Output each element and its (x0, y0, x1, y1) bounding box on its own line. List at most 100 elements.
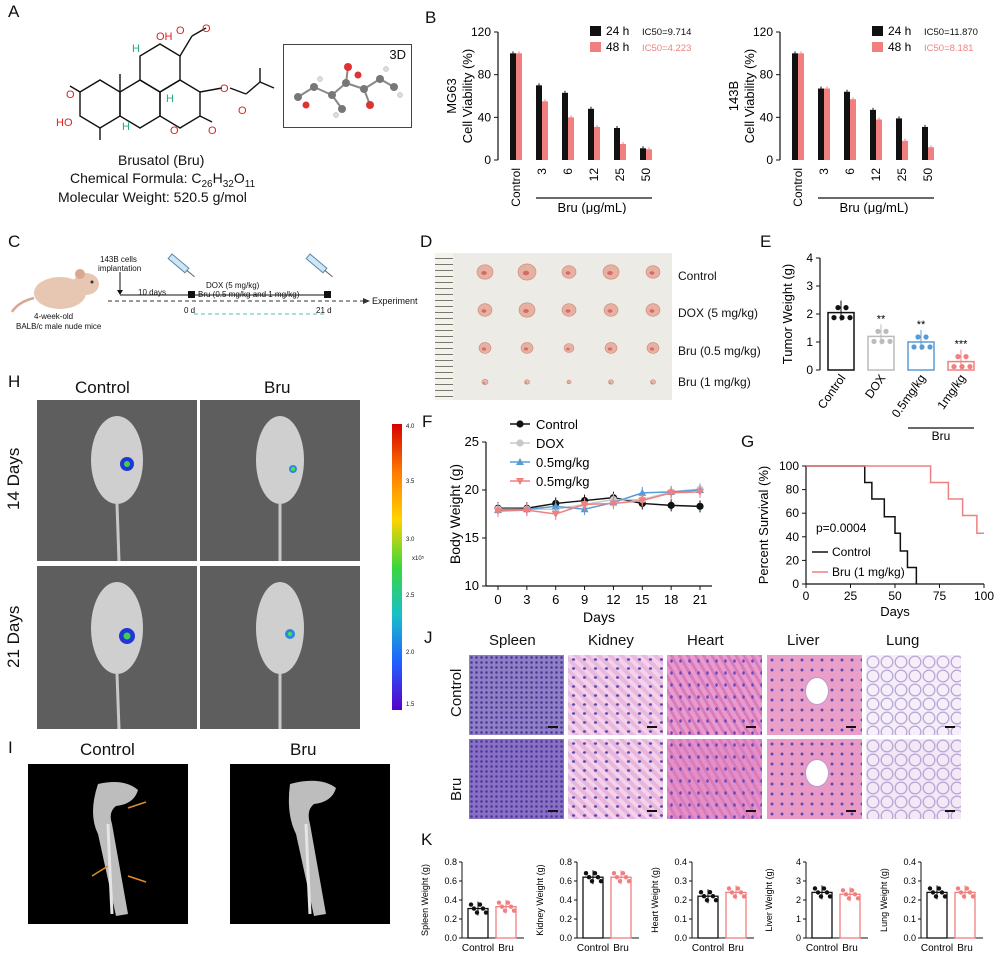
y-tick-label: 0.8 (559, 857, 572, 867)
data-point (729, 890, 735, 895)
bar-24h-3 (536, 85, 542, 160)
tumor-specimen (481, 379, 489, 386)
x-tick-label: Control (692, 943, 724, 954)
data-point (704, 898, 710, 903)
y-axis-label: Tumor Weight (g) (780, 264, 795, 364)
x-tick-label: Control (509, 168, 523, 207)
schematic-mice1: 4-week-old (34, 312, 74, 321)
legend-ic50: IC50=4.223 (642, 43, 691, 54)
data-point (598, 879, 604, 884)
schematic-0d: 0 d (184, 306, 196, 315)
y-tick-label: 20 (465, 482, 479, 497)
data-point (477, 902, 483, 907)
x-tick-label: DOX (862, 372, 888, 401)
bar-24h-25 (614, 128, 620, 160)
bar-48h-3 (542, 101, 548, 160)
chart-143b-viability: 0 40 80 120 143B Cell Viability (%) Control 3 6 1… (726, 24, 978, 214)
schematic-bru: Bru (0.5 mg/kg and 1 mg/kg) (198, 290, 300, 299)
data-point (698, 890, 704, 895)
y-tick-label: 4 (806, 251, 813, 265)
data-point (595, 875, 601, 880)
tumor-blood-spot (607, 271, 613, 275)
atom-o-carbonyl: O (238, 105, 247, 117)
scale-40: 4.0 (406, 424, 415, 430)
data-point (474, 910, 480, 915)
legend-label: 0.5mg/kg (536, 474, 589, 489)
y-axis-label: Spleen Weight (g) (420, 864, 430, 936)
x-group-label: Bru (932, 429, 951, 440)
y-axis-label: Body Weight (g) (447, 464, 463, 564)
y-tick-label: 0.2 (559, 914, 572, 924)
compound-mw: Molecular Weight: 520.5 g/mol (58, 189, 247, 205)
data-point (955, 886, 961, 891)
chart-body-weight: 10 15 20 25 0 3 6 9 12 15 18 21 Days Body Weight (g) C… (447, 417, 712, 625)
tumor-blood-spot (565, 271, 571, 275)
y-tick-label: 80 (478, 68, 492, 82)
histology-heart-control (667, 655, 762, 735)
y-tick-label: 20 (786, 553, 800, 567)
compound-name: Brusatol (Bru) (118, 152, 205, 168)
scale-bar (647, 810, 657, 812)
data-point (961, 894, 967, 899)
series-line-0 (498, 496, 701, 509)
liver-central-vein (805, 677, 829, 705)
data-point (963, 354, 969, 360)
x-axis-label: Days (880, 604, 910, 619)
legend-ic50: IC50=8.181 (924, 43, 973, 54)
y-tick-label: 0.2 (444, 914, 457, 924)
x-tick-label: 75 (933, 589, 947, 603)
syringe-icon (167, 253, 195, 278)
nude-mouse-icon (10, 269, 99, 313)
formula-o: O (233, 170, 245, 186)
imaging-row-14: 14 Days (4, 447, 23, 510)
x-tick-label: Control (791, 168, 805, 207)
data-point (970, 894, 976, 899)
tumor-blood-spot (525, 382, 527, 384)
data-point (930, 890, 936, 895)
imaging-row-21: 21 Days (4, 605, 23, 668)
data-point (923, 334, 929, 340)
tumor-blood-spot (566, 347, 570, 351)
data-point (468, 902, 474, 907)
data-point (967, 364, 973, 370)
data-point (839, 315, 845, 321)
x-tick-label: Bru (842, 943, 858, 954)
legend-marker (516, 458, 524, 465)
bar-Control (582, 876, 604, 939)
marker (522, 507, 531, 515)
atom-o-ester2: O (176, 25, 185, 37)
histology-spleen-control (469, 655, 564, 735)
y-tick-label: 0 (766, 153, 773, 167)
tumor-row-bru1: Bru (1 mg/kg) (678, 375, 751, 389)
y-tick-label: 0.1 (903, 914, 916, 924)
y-tick-label: 0.2 (674, 895, 687, 905)
data-point (738, 890, 744, 895)
bar-24h-3 (818, 88, 824, 160)
x-tick-label: 3 (535, 168, 549, 175)
data-point (589, 879, 595, 884)
tumor-specimen (650, 379, 656, 385)
y-tick-label: 80 (786, 483, 800, 497)
bar-48h-12 (876, 119, 882, 160)
data-point (502, 908, 508, 913)
x-tick-label: Control (921, 943, 953, 954)
formula-h: H (212, 170, 223, 186)
x-tick-label: 50 (888, 589, 902, 603)
data-point (623, 875, 629, 880)
histology-col-lung: Lung (886, 632, 920, 649)
chart-lung-weight: 0.0 0.1 0.2 0.3 0.4 Lung Weight (g) Control Bru (879, 857, 983, 954)
x-tick-label: 6 (552, 592, 559, 607)
chart-mg63-viability: 0 40 80 120 MG63 Cell Viability (%) Control 3 6 1… (444, 24, 691, 214)
ruler (435, 253, 453, 400)
bar-24h-6 (844, 91, 850, 160)
histology-row-control: Control (448, 668, 465, 717)
scale-25: 2.5 (406, 593, 415, 599)
brusatol-structure: O HO OH H H H O O O O O O (56, 23, 275, 140)
panel-label-b: B (425, 8, 437, 27)
panel-label-k: K (421, 830, 433, 849)
y-tick-label: 0.4 (559, 895, 572, 905)
data-point (483, 910, 489, 915)
y-axis-label: Liver Weight (g) (764, 868, 774, 931)
data-point (919, 344, 925, 350)
y-tick-label: 4 (796, 857, 801, 867)
